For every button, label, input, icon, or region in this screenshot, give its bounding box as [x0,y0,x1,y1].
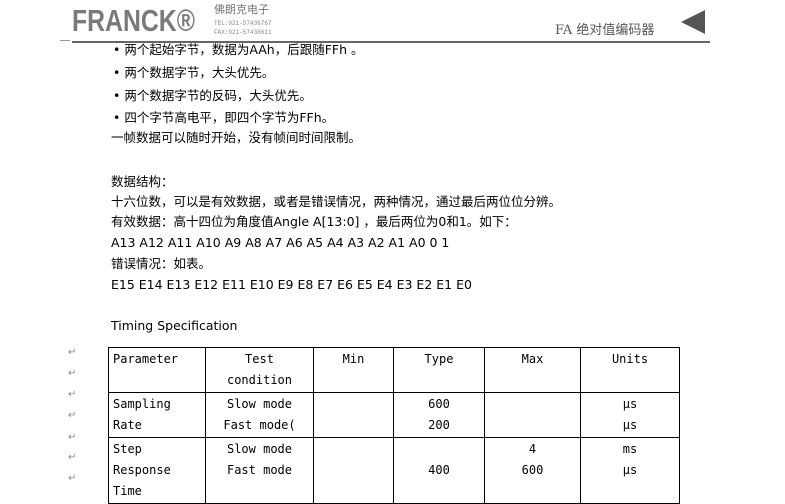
text-line: • 两个数据字节，大头优先。 [113,65,275,80]
cell: Slow mode Fast mode( [205,392,314,438]
header-cell: Parameter [108,347,206,393]
paragraph-mark: ↵ [68,410,77,421]
cell: 600 200 [393,392,485,438]
table-row: Sampling Rate Slow mode Fast mode( 600 200 µs µ… [108,392,680,438]
cell [313,437,394,504]
cell: ms µs [580,437,680,504]
franck-logo: FRANCK® [72,3,195,38]
table-header-row: Parameter Test condition Min Type Max Un… [108,347,680,393]
cell: 400 [393,437,485,504]
header-rule [72,41,710,43]
cell: Step Response Time [108,437,206,504]
text-line: 有效数据：高十四位为角度值Angle A[13:0] ，最后两位为0和1。如下： [111,214,517,229]
company-fax: FAX:021-57436611 [214,29,272,36]
cell [484,392,581,438]
table-row: Step Response Time Slow mode Fast mode 400 4 60… [108,437,680,504]
paragraph-mark: ↵ [68,347,77,358]
paragraph-mark: ↵ [68,452,77,463]
header-cell: Max [484,347,581,393]
text-line: • 两个起始字节，数据为AAh，后跟随FFh 。 [113,42,364,57]
text-line: E15 E14 E13 E12 E11 E10 E9 E8 E7 E6 E5 E… [111,277,472,292]
header-cell: Type [393,347,485,393]
header-cell: Min [313,347,394,393]
company-tel: TEL:021-57436767 [214,20,272,27]
header-cell: Units [580,347,680,393]
paragraph-mark: ↵ [68,432,77,443]
text-line: 错误情况：如表。 [111,256,212,271]
margin-mark [60,40,70,41]
cell: Slow mode Fast mode [205,437,314,504]
text-line: 一帧数据可以随时开始，没有帧间时间限制。 [111,130,362,145]
text-line: • 四个字节高电平，即四个字节为FFh。 [113,110,335,125]
text-line: • 两个数据字节的反码，大头优先。 [113,88,312,103]
company-name: 佛朗克电子 [214,3,269,16]
text-line: 十六位数，可以是有效数据，或者是错误情况，两种情况，通过最后两位位分辨。 [111,194,562,209]
cell: 4 600 [484,437,581,504]
paragraph-mark: ↵ [68,389,77,400]
text-line: Timing Specification [111,318,238,333]
text-line: A13 A12 A11 A10 A9 A8 A7 A6 A5 A4 A3 A2 … [111,235,450,250]
text-line: 数据结构： [111,174,174,189]
paragraph-mark: ↵ [68,368,77,379]
paragraph-mark: ↵ [68,473,77,484]
header-cell: Test condition [205,347,314,393]
cell [313,392,394,438]
cell: Sampling Rate [108,392,206,438]
doc-title: FA 绝对值编码器 [555,23,655,38]
timing-table: Parameter Test condition Min Type Max Un… [108,347,680,504]
triangle-icon [681,10,705,34]
cell: µs µs [580,392,680,438]
